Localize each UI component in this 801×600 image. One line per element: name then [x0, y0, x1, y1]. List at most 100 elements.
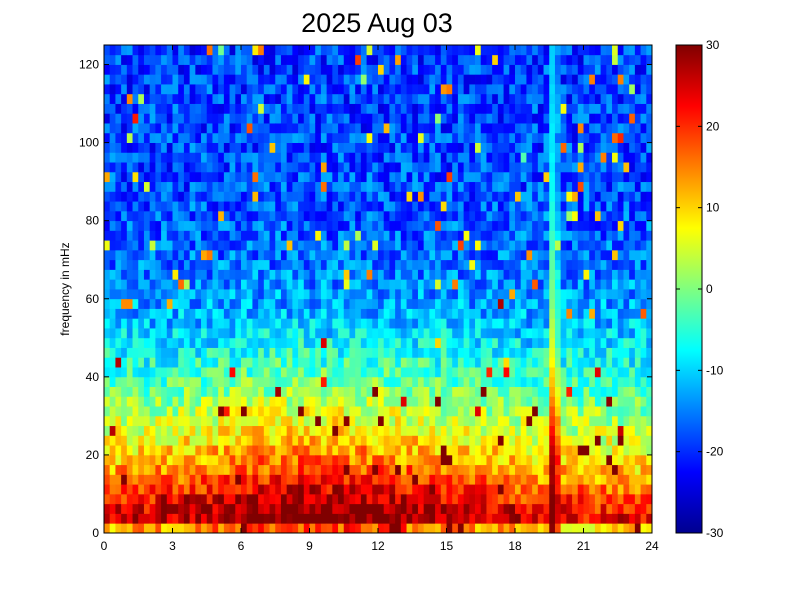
heatmap-cell — [600, 259, 607, 270]
heatmap-cell — [183, 54, 191, 65]
heatmap-cell — [149, 513, 156, 524]
heatmap-cell — [572, 523, 579, 534]
heatmap-cell — [589, 367, 596, 378]
heatmap-cell — [172, 230, 179, 241]
heatmap-cell — [315, 249, 322, 261]
heatmap-cell — [549, 308, 556, 319]
heatmap-cell — [166, 298, 173, 309]
heatmap-cell — [218, 93, 225, 104]
heatmap-cell — [189, 376, 196, 387]
heatmap-cell — [389, 113, 396, 124]
heatmap-cell — [183, 347, 191, 358]
heatmap-cell — [355, 152, 362, 163]
heatmap-cell — [138, 298, 145, 309]
heatmap-cell — [497, 152, 504, 163]
heatmap-cell — [572, 425, 579, 436]
heatmap-cell — [138, 240, 145, 251]
heatmap-cell — [492, 162, 499, 173]
heatmap-cell — [623, 181, 630, 192]
heatmap-cell — [400, 230, 407, 241]
heatmap-cell — [355, 445, 362, 456]
heatmap-cell — [600, 279, 607, 290]
heatmap-cell — [258, 357, 265, 368]
heatmap-cell — [537, 240, 544, 251]
heatmap-cell — [583, 445, 590, 456]
heatmap-cell — [206, 74, 213, 85]
heatmap-cell — [149, 171, 156, 183]
heatmap-cell — [195, 210, 202, 222]
heatmap-cell — [612, 240, 619, 251]
heatmap-cell — [161, 181, 168, 192]
heatmap-cell — [218, 464, 225, 475]
heatmap-cell — [121, 132, 128, 143]
heatmap-cell — [594, 493, 602, 505]
heatmap-cell — [589, 454, 596, 466]
heatmap-cell — [440, 103, 447, 114]
heatmap-cell — [343, 191, 350, 202]
heatmap-cell — [612, 464, 619, 475]
heatmap-cell — [560, 210, 567, 222]
heatmap-cell — [520, 240, 527, 251]
heatmap-cell — [480, 113, 487, 124]
heatmap-cell — [383, 425, 390, 436]
heatmap-cell — [360, 464, 367, 475]
heatmap-cell — [612, 132, 619, 143]
heatmap-cell — [303, 45, 310, 56]
heatmap-cell — [109, 74, 116, 85]
heatmap-cell — [543, 406, 550, 417]
heatmap-cell — [503, 493, 510, 505]
heatmap-cell — [309, 298, 316, 309]
heatmap-cell — [480, 493, 487, 505]
heatmap-cell — [549, 269, 556, 280]
heatmap-cell — [515, 210, 522, 222]
heatmap-cell — [166, 425, 173, 436]
heatmap-cell — [309, 45, 316, 56]
heatmap-cell — [486, 171, 493, 183]
heatmap-cell — [520, 357, 527, 368]
heatmap-cell — [395, 513, 402, 524]
heatmap-cell — [629, 113, 636, 124]
heatmap-cell — [503, 240, 510, 251]
heatmap-cell — [543, 171, 550, 183]
heatmap-cell — [246, 259, 253, 270]
heatmap-cell — [435, 347, 442, 358]
heatmap-cell — [486, 230, 493, 241]
heatmap-cell — [201, 162, 208, 173]
heatmap-cell — [172, 523, 179, 534]
heatmap-cell — [121, 347, 128, 358]
heatmap-cell — [269, 357, 276, 368]
heatmap-cell — [429, 152, 436, 163]
heatmap-cell — [560, 357, 567, 368]
heatmap-cell — [212, 142, 219, 153]
heatmap-cell — [520, 279, 527, 290]
heatmap-cell — [400, 171, 407, 183]
heatmap-cell — [161, 415, 168, 427]
heatmap-cell — [349, 474, 356, 485]
heatmap-cell — [383, 54, 390, 65]
heatmap-cell — [172, 84, 179, 95]
heatmap-cell — [104, 493, 111, 505]
heatmap-cell — [583, 64, 590, 75]
heatmap-cell — [532, 474, 539, 485]
heatmap-cell — [594, 523, 602, 534]
heatmap-cell — [343, 259, 350, 270]
heatmap-cell — [520, 289, 527, 300]
heatmap-cell — [343, 142, 350, 153]
heatmap-cell — [172, 445, 179, 456]
heatmap-cell — [366, 454, 373, 466]
heatmap-cell — [149, 357, 156, 368]
heatmap-cell — [395, 181, 402, 192]
heatmap-cell — [155, 406, 162, 417]
heatmap-cell — [509, 93, 516, 104]
heatmap-cell — [395, 210, 402, 222]
heatmap-cell — [395, 493, 402, 505]
heatmap-cell — [400, 220, 407, 231]
heatmap-cell — [275, 318, 282, 329]
heatmap-cell — [423, 357, 430, 368]
heatmap-cell — [206, 201, 213, 212]
heatmap-cell — [258, 230, 265, 241]
heatmap-cell — [606, 240, 613, 251]
heatmap-cell — [104, 113, 111, 124]
heatmap-cell — [338, 279, 345, 290]
heatmap-cell — [543, 201, 550, 212]
